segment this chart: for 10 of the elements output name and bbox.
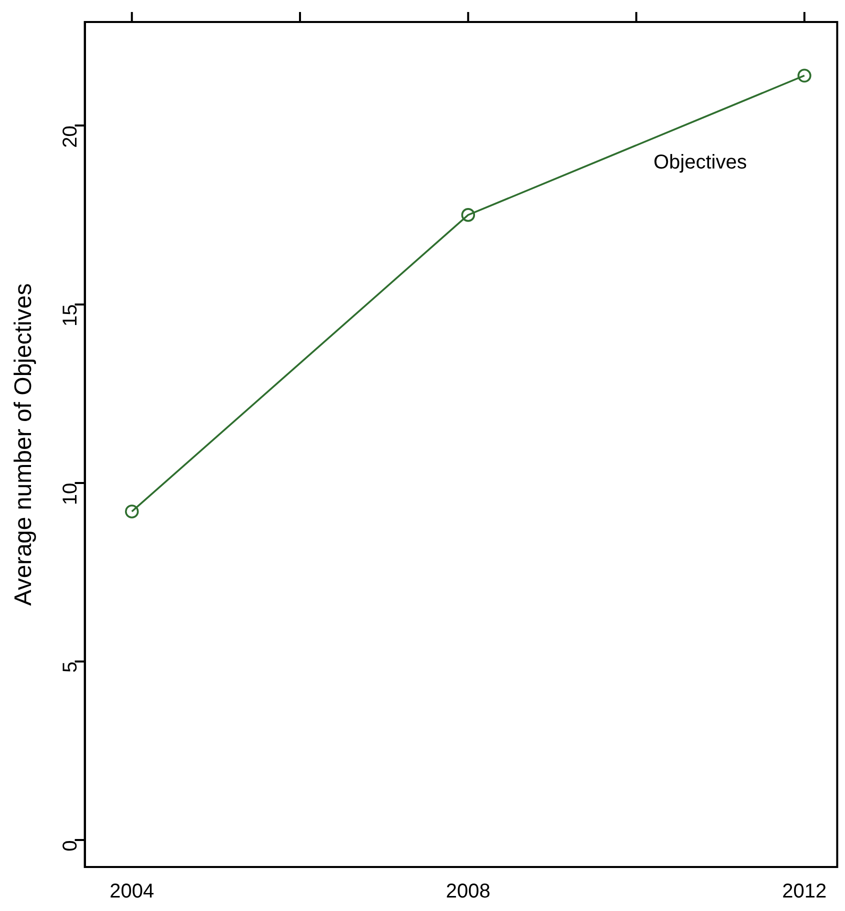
x-tick-label: 2008: [446, 880, 490, 903]
x-tick-label: 2012: [782, 880, 827, 903]
series-label: Objectives: [653, 151, 747, 174]
y-tick-label: 15: [59, 304, 82, 327]
x-tick-label: 2004: [110, 880, 154, 903]
y-tick-label: 10: [59, 482, 82, 506]
y-tick-label: 5: [59, 662, 82, 673]
y-axis-title: Average number of Objectives: [10, 283, 38, 606]
y-tick-label: 20: [59, 126, 82, 148]
y-tick-label: 0: [59, 840, 82, 852]
